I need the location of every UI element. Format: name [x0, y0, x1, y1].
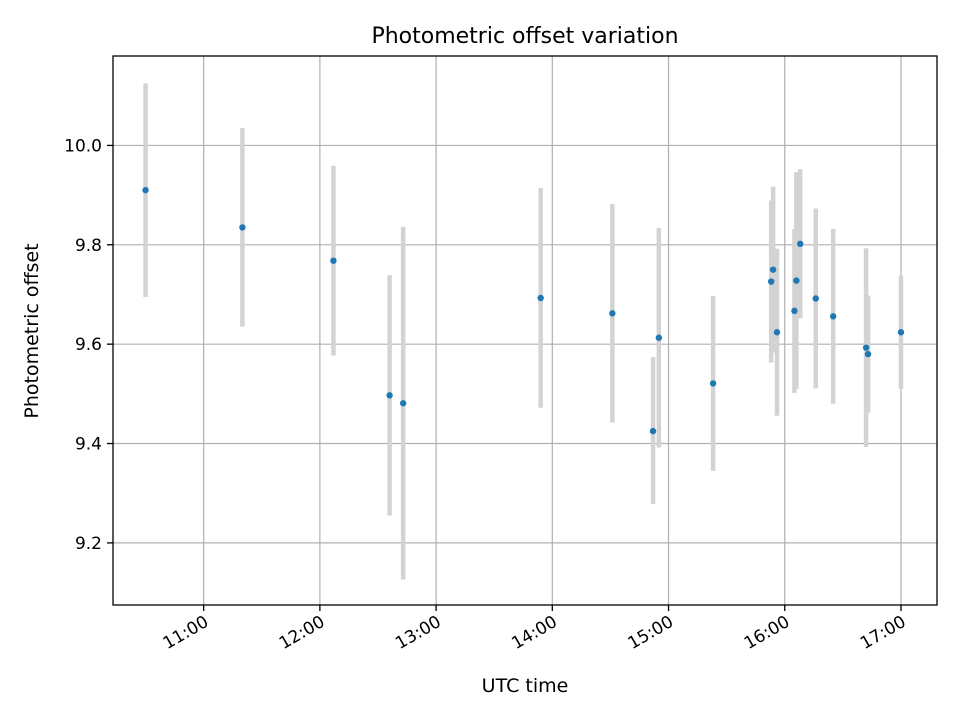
data-point — [239, 224, 246, 231]
data-point — [142, 186, 149, 194]
y-tick-label: 9.2 — [75, 534, 102, 554]
x-axis-ticks: 11:00 12:00 13:00 14:00 15:00 16:00 17:00 — [160, 605, 909, 654]
data-point — [793, 277, 800, 284]
data-point — [537, 294, 544, 302]
data-point — [330, 257, 337, 264]
x-tick-label: 11:00 — [160, 612, 212, 654]
data-point — [769, 266, 777, 273]
data-point — [655, 334, 663, 341]
data-point — [773, 329, 781, 336]
data-point — [609, 310, 616, 317]
y-tick-label: 9.4 — [75, 435, 102, 455]
data-point — [864, 350, 872, 358]
y-tick-label: 9.8 — [75, 236, 102, 256]
data-point — [812, 295, 819, 302]
data-point — [399, 400, 407, 407]
y-tick-label: 9.6 — [75, 335, 102, 355]
data-point — [386, 392, 393, 399]
data-point — [897, 329, 905, 336]
x-tick-label: 14:00 — [508, 612, 560, 654]
x-tick-label: 16:00 — [741, 612, 793, 654]
plot-frame — [112, 55, 938, 606]
data-point — [649, 427, 657, 435]
x-axis-label: UTC time — [482, 675, 569, 697]
data-point — [829, 313, 837, 320]
data-point — [767, 278, 775, 285]
error-bars — [143, 83, 904, 580]
x-tick-label: 13:00 — [392, 612, 444, 654]
y-tick-label: 10.0 — [64, 136, 102, 156]
y-axis-label: Photometric offset — [21, 243, 43, 418]
chart-title: Photometric offset variation — [371, 24, 678, 49]
x-tick-label: 17:00 — [857, 612, 909, 654]
data-point — [797, 240, 804, 248]
y-axis-ticks: 9.2 9.4 9.6 9.8 10.0 — [64, 136, 113, 554]
grid — [113, 56, 937, 605]
data-point — [791, 307, 798, 315]
data-points — [142, 186, 905, 435]
data-point — [862, 344, 870, 351]
x-tick-label: 12:00 — [276, 612, 328, 654]
data-point — [709, 380, 717, 387]
x-tick-label: 15:00 — [625, 612, 677, 654]
